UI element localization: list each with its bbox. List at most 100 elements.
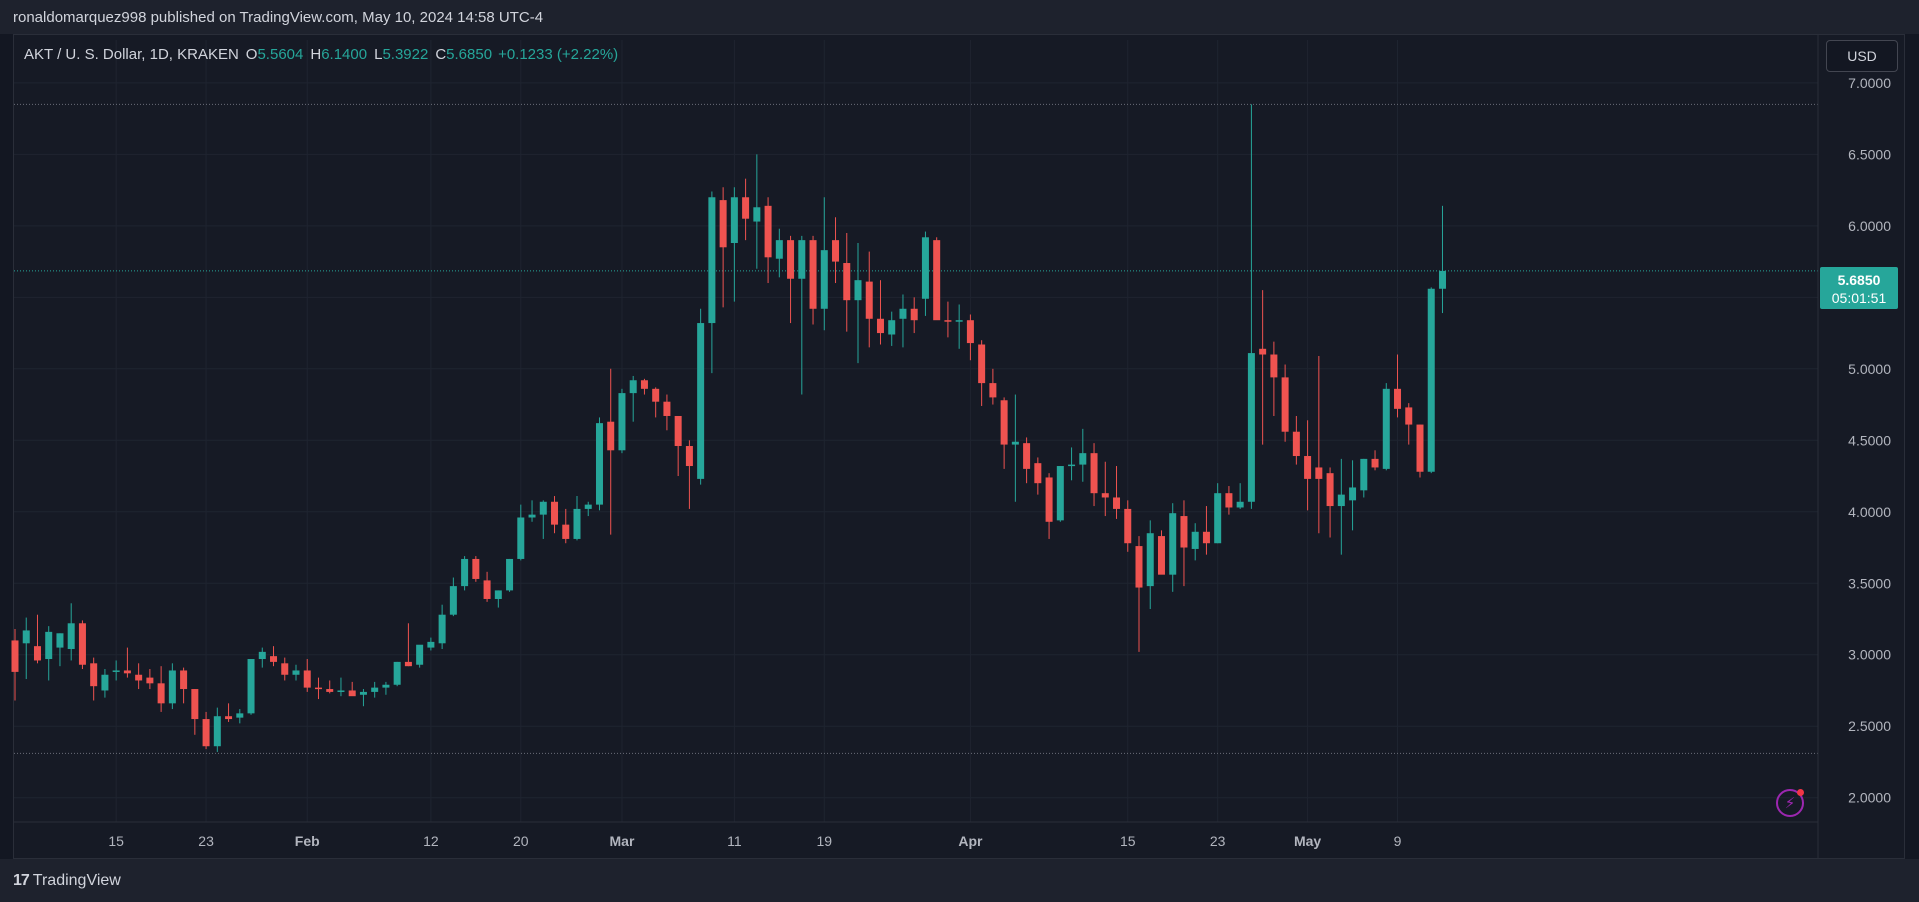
symbol-legend[interactable]: AKT / U. S. Dollar, 1D, KRAKEN O5.5604 H6.… bbox=[24, 46, 618, 63]
candle-body bbox=[1157, 536, 1165, 575]
candle-body bbox=[393, 661, 401, 685]
x-tick-label: Apr bbox=[958, 833, 983, 849]
candle-body bbox=[1113, 497, 1121, 509]
candle bbox=[1135, 536, 1143, 652]
candle bbox=[1259, 290, 1267, 445]
candle-body bbox=[303, 670, 311, 688]
candle bbox=[595, 417, 603, 511]
candle bbox=[809, 235, 817, 325]
candle bbox=[1146, 520, 1154, 609]
candle bbox=[674, 415, 682, 477]
candle-body bbox=[640, 380, 648, 389]
candle-body bbox=[1259, 348, 1267, 355]
candle bbox=[1124, 500, 1132, 552]
candle-body bbox=[157, 683, 165, 704]
candle-body bbox=[1146, 533, 1154, 587]
candle-body bbox=[663, 401, 671, 416]
candle-body bbox=[978, 344, 986, 384]
candle-body bbox=[135, 674, 143, 681]
candle bbox=[506, 558, 514, 592]
candle bbox=[764, 197, 772, 284]
candle-body bbox=[1236, 501, 1244, 508]
candle bbox=[1315, 355, 1323, 534]
candle bbox=[843, 232, 851, 332]
candle-body bbox=[618, 393, 626, 451]
candle bbox=[123, 647, 131, 678]
candle-body bbox=[1382, 388, 1390, 469]
currency-button[interactable]: USD bbox=[1826, 40, 1898, 72]
candle-body bbox=[820, 250, 828, 309]
candle bbox=[539, 500, 547, 539]
x-tick-label: 12 bbox=[423, 833, 439, 849]
candle-body bbox=[539, 501, 547, 515]
y-tick-label: 4.0000 bbox=[1848, 504, 1891, 520]
candle bbox=[978, 340, 986, 406]
tradingview-logo[interactable]: 17 TradingView bbox=[13, 872, 121, 890]
candle bbox=[1292, 415, 1300, 465]
candle bbox=[56, 633, 64, 667]
candle-body bbox=[944, 320, 952, 322]
candle-body bbox=[584, 504, 592, 509]
candle bbox=[1371, 450, 1379, 471]
candle-body bbox=[168, 670, 176, 704]
candle-body bbox=[573, 508, 581, 539]
candle bbox=[775, 228, 783, 278]
candle-body bbox=[843, 263, 851, 301]
candle bbox=[1079, 428, 1087, 482]
candle bbox=[640, 378, 648, 395]
candle bbox=[1011, 394, 1019, 502]
candle bbox=[180, 667, 188, 704]
high-label: H bbox=[310, 46, 322, 63]
candle bbox=[483, 571, 491, 602]
candle-body bbox=[528, 514, 536, 518]
candle-body bbox=[292, 670, 300, 675]
candle-body bbox=[258, 651, 266, 660]
candle-body bbox=[1315, 467, 1323, 479]
y-tick-label: 5.0000 bbox=[1848, 361, 1891, 377]
candle bbox=[865, 251, 873, 348]
candle-body bbox=[1360, 458, 1368, 491]
candle bbox=[876, 280, 884, 345]
candle bbox=[652, 387, 660, 418]
candle bbox=[67, 603, 75, 661]
candle bbox=[449, 577, 457, 617]
candle-body bbox=[427, 641, 435, 648]
y-tick-label: 3.0000 bbox=[1848, 647, 1891, 663]
candle bbox=[303, 659, 311, 692]
candle bbox=[213, 707, 221, 752]
candle-body bbox=[506, 558, 514, 591]
candle bbox=[899, 294, 907, 348]
candle-body bbox=[910, 308, 918, 321]
candle-body bbox=[989, 383, 997, 398]
candle bbox=[663, 394, 671, 431]
candle bbox=[1281, 364, 1289, 442]
candle bbox=[1169, 503, 1177, 592]
candle bbox=[236, 709, 244, 724]
candle bbox=[1416, 424, 1424, 478]
candle bbox=[1113, 466, 1121, 519]
candle-body bbox=[1180, 516, 1188, 548]
candle bbox=[607, 368, 615, 535]
candle bbox=[45, 626, 53, 681]
x-tick-label: May bbox=[1294, 833, 1321, 849]
candle bbox=[1157, 530, 1165, 575]
x-tick-label: 20 bbox=[513, 833, 529, 849]
candle-body bbox=[1349, 487, 1357, 501]
candle bbox=[281, 657, 289, 681]
candle-body bbox=[146, 677, 154, 684]
candle bbox=[101, 669, 109, 698]
candle-body bbox=[607, 421, 615, 451]
open-value: 5.5604 bbox=[257, 46, 304, 63]
candle bbox=[472, 556, 480, 582]
lightning-icon[interactable]: ⚡ bbox=[1776, 789, 1804, 817]
x-tick-label: 23 bbox=[1210, 833, 1226, 849]
published-text: ronaldomarquez998 published on TradingVi… bbox=[13, 9, 544, 26]
candle bbox=[135, 663, 143, 690]
candle-body bbox=[1281, 377, 1289, 432]
candle bbox=[1225, 486, 1233, 515]
candle bbox=[1090, 443, 1098, 507]
candle-body bbox=[438, 614, 446, 644]
chart-frame[interactable] bbox=[13, 34, 1905, 859]
candle bbox=[618, 388, 626, 454]
